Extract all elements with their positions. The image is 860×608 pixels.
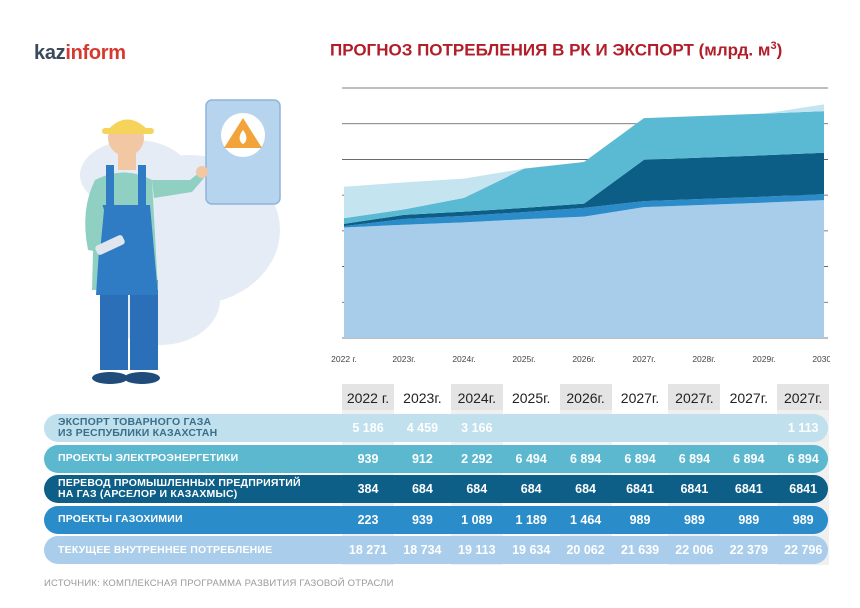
year-header: 2026г. [559,384,612,410]
table-cell: 18 271 [348,543,388,557]
area-chemistry [344,194,824,228]
area-power [344,111,824,224]
table-cell: 6 894 [624,451,656,466]
table-cell: 6841 [734,482,763,496]
table-cell: 684 [575,482,597,496]
x-tick-label: 2026г. [572,354,595,364]
year-header: 2027г. [668,384,721,410]
table-cell: 223 [357,512,379,527]
table-cell: 684 [466,482,488,496]
table-cell [668,414,720,442]
table-row: ТЕКУЩЕЕ ВНУТРЕННЕЕ ПОТРЕБЛЕНИЕ 18 271 18 7… [44,536,828,564]
table-cell: 912 [411,451,433,466]
table-cell: 22 006 [675,543,714,557]
table-cell: 6 494 [515,451,547,466]
kazinform-logo: kazinform [34,42,126,64]
table-row: ЭКСПОРТ ТОВАРНОГО ГАЗА ИЗ РЕСПУБЛИКИ КАЗ… [44,414,828,442]
table-cell: 5 186 [352,421,384,435]
x-tick-label: 2028г. [692,354,715,364]
table-cell: 989 [738,512,760,527]
table-cell: 6 894 [787,451,819,466]
area-export [344,104,824,219]
table-cell: 2 292 [461,451,493,466]
table-cell: 19 634 [512,543,551,557]
table-cell: 989 [792,512,814,527]
consumption-area-chart: 2022 г. 2023г. 2024г. 2025г. 2026г. 2027г. 202… [331,87,830,364]
x-tick-label: 2023г. [392,354,415,364]
table-cell: 20 062 [566,543,605,557]
year-header: 2027г. [729,390,769,406]
table-cell: 6841 [789,482,818,496]
table-cell: 384 [357,482,379,496]
table-cell: 1 464 [569,512,602,527]
year-header: 2024г. [450,384,503,410]
table-cell: 684 [411,482,433,496]
year-header: 2027г. [620,390,660,406]
table-cell: 989 [629,512,651,527]
year-header: 2022 г. [342,384,394,410]
x-tick-label: 2022 г. [331,354,357,364]
row-label: ПЕРЕВОД ПРОМЫШЛЕННЫХ ПРЕДПРИЯТИЙ НА ГАЗ … [58,477,301,500]
table-cell: 1 089 [461,512,493,527]
table-row: ПРОЕКТЫ ГАЗОХИМИИ 223 939 1 089 1 189 1 464 98… [44,505,828,534]
row-label: ЭКСПОРТ ТОВАРНОГО ГАЗА ИЗ РЕСПУБЛИКИ КАЗ… [58,416,218,439]
year-header: 2027г. [777,384,830,410]
area-industry [344,152,824,227]
table-cell: 21 639 [620,543,660,557]
table-cell: 3 166 [461,421,493,435]
area-domestic [344,200,824,338]
x-tick-label: 2029г. [752,354,775,364]
year-header: 2025г. [511,390,551,406]
table-row: ПЕРЕВОД ПРОМЫШЛЕННЫХ ПРЕДПРИЯТИЙ НА ГАЗ … [44,475,828,503]
table-cell: 989 [683,512,705,527]
table-cell: 1 189 [515,512,547,527]
source-note: ИСТОЧНИК: КОМПЛЕКСНАЯ ПРОГРАММА РАЗВИТИЯ… [44,578,394,589]
table-cell: 6 894 [569,451,602,466]
table-cell: 19 113 [458,543,496,557]
row-label: ПРОЕКТЫ ГАЗОХИМИИ [58,513,183,525]
table-cell: 6841 [626,482,654,496]
table-cell: 684 [520,482,542,496]
table-cell: 939 [357,451,379,466]
table-cell [723,414,775,442]
page-title: ПРОГНОЗ ПОТРЕБЛЕНИЯ В РК И ЭКСПОРТ (млрд… [330,40,783,60]
table-cell [505,414,557,442]
x-tick-label: 2024г. [452,354,475,364]
year-header-row: 2022 г. 2023г. 2024г. 2025г. 2026г. 2027г. 202… [342,384,832,410]
table-row: ПРОЕКТЫ ЭЛЕКТРОЭНЕРГЕТИКИ 939 912 2 292 6 49… [44,444,828,473]
x-tick-label: 2030г. [812,354,830,364]
x-tick-label: 2027г. [632,354,655,364]
table-cell: 18 734 [403,543,442,557]
table-cell: 22 796 [784,543,823,557]
table-cell [560,414,612,442]
year-header: 2023г. [403,390,442,406]
table-cell: 6 894 [733,451,765,466]
table-cell: 6 894 [678,451,711,466]
row-label: ПРОЕКТЫ ЭЛЕКТРОЭНЕРГЕТИКИ [58,452,239,464]
table-cell: 4 459 [406,421,439,435]
table-cell: 6841 [680,482,709,496]
table-cell: 1 113 [787,421,819,435]
x-tick-label: 2025г. [512,354,535,364]
table-cell [614,414,666,442]
table-cell: 22 379 [729,543,768,557]
table-cell: 939 [411,512,433,527]
gas-worker-illustration [80,99,281,384]
row-label: ТЕКУЩЕЕ ВНУТРЕННЕЕ ПОТРЕБЛЕНИЕ [58,543,273,556]
